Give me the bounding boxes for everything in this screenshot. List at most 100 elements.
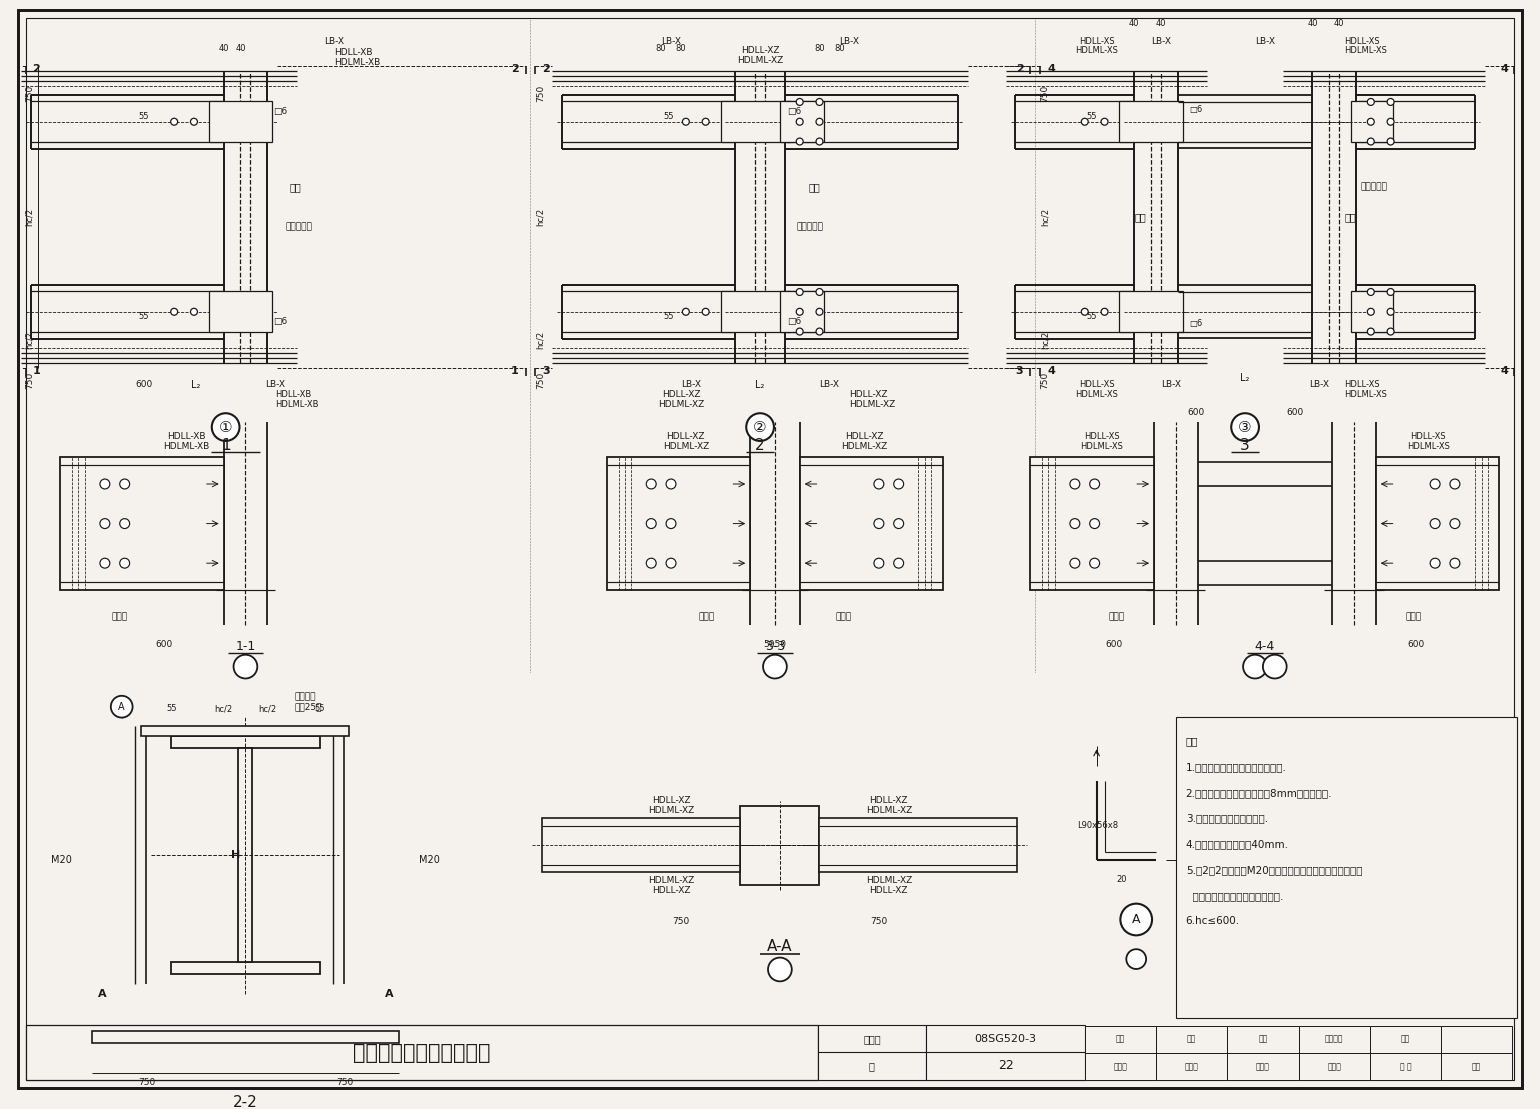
Bar [1084, 1054, 1157, 1080]
Text: HDLL-XZ: HDLL-XZ [651, 796, 690, 805]
Circle shape [1368, 119, 1374, 125]
Bar [1157, 1054, 1227, 1080]
Text: 600: 600 [136, 380, 152, 389]
Bar [818, 1052, 927, 1080]
Circle shape [111, 695, 132, 718]
Bar [1227, 1054, 1298, 1080]
Text: hc/2: hc/2 [536, 330, 545, 349]
Text: 40: 40 [1334, 19, 1344, 28]
Text: 80: 80 [676, 44, 687, 53]
Bar [1369, 1054, 1441, 1080]
Text: HDLML-XZ: HDLML-XZ [648, 805, 695, 815]
Text: HDLML-XZ: HDLML-XZ [648, 876, 695, 885]
Text: 750: 750 [536, 85, 545, 102]
Text: 支座板: 支座板 [111, 612, 128, 622]
Circle shape [873, 519, 884, 529]
Circle shape [796, 288, 804, 295]
Bar [26, 1026, 818, 1080]
Text: ③: ③ [1238, 419, 1252, 435]
Text: 设计: 设计 [1401, 1035, 1411, 1044]
Text: HDLML-XS: HDLML-XS [1075, 47, 1118, 55]
Text: HDLL-XB: HDLL-XB [334, 49, 373, 58]
Text: ②: ② [753, 419, 767, 435]
Text: hc/2: hc/2 [536, 207, 545, 226]
Circle shape [1451, 519, 1460, 529]
Text: 600: 600 [156, 640, 172, 650]
Circle shape [1243, 654, 1267, 679]
Text: LB-X: LB-X [265, 380, 285, 389]
Circle shape [764, 654, 787, 679]
Text: 2: 2 [511, 64, 519, 74]
Circle shape [702, 119, 708, 125]
Circle shape [1263, 654, 1286, 679]
Text: 40: 40 [1129, 19, 1140, 28]
Circle shape [120, 558, 129, 568]
Circle shape [796, 328, 804, 335]
Circle shape [816, 308, 822, 315]
Text: 600: 600 [1187, 408, 1204, 417]
Circle shape [816, 99, 822, 105]
Circle shape [647, 479, 656, 489]
Text: 5050: 5050 [764, 640, 787, 650]
Bar [779, 292, 824, 332]
Text: 2: 2 [32, 64, 40, 74]
Text: 750: 750 [1041, 372, 1050, 388]
Text: 4: 4 [1047, 64, 1055, 74]
Text: 22: 22 [998, 1059, 1013, 1072]
Text: □6: □6 [273, 108, 286, 116]
Bar [1351, 101, 1392, 142]
Text: 1: 1 [32, 366, 40, 376]
Text: A: A [1132, 913, 1141, 926]
Text: HDLL-XS: HDLL-XS [1411, 433, 1446, 441]
Text: 4.未标注孔的端距均为40mm.: 4.未标注孔的端距均为40mm. [1186, 840, 1289, 849]
Text: HDLL-XS: HDLL-XS [1080, 37, 1115, 45]
Text: L₂: L₂ [756, 379, 765, 389]
Circle shape [1368, 139, 1374, 145]
Text: 支座板: 支座板 [1109, 612, 1124, 622]
Text: HDLML-XS: HDLML-XS [1075, 390, 1118, 399]
Text: HDLL-XZ: HDLL-XZ [651, 886, 690, 895]
Text: 3.节点图中未表示轨道连接.: 3.节点图中未表示轨道连接. [1186, 814, 1267, 824]
Text: 见第25页: 见第25页 [296, 702, 322, 711]
Text: 支座板: 支座板 [1406, 612, 1421, 622]
Text: 6.hc≤600.: 6.hc≤600. [1186, 916, 1240, 926]
Text: 3: 3 [1240, 438, 1250, 454]
Text: 40: 40 [1307, 19, 1318, 28]
Circle shape [1388, 139, 1394, 145]
Text: 55: 55 [1086, 112, 1096, 121]
Text: 2: 2 [1015, 64, 1024, 74]
Text: 1-1: 1-1 [236, 640, 256, 653]
Text: LB-X: LB-X [1161, 380, 1181, 389]
Circle shape [171, 119, 177, 125]
Text: LB-X: LB-X [1255, 37, 1275, 45]
Circle shape [1126, 949, 1146, 969]
Circle shape [768, 957, 792, 981]
Text: HDLML-XZ: HDLML-XZ [865, 805, 912, 815]
Text: 校对: 校对 [1258, 1035, 1267, 1044]
Text: HDLML-XZ: HDLML-XZ [841, 442, 887, 451]
Circle shape [1388, 308, 1394, 315]
Text: 3: 3 [542, 366, 550, 376]
Text: 750: 750 [137, 1078, 156, 1087]
Circle shape [682, 119, 690, 125]
Text: 40: 40 [1155, 19, 1166, 28]
Text: 55: 55 [139, 313, 149, 322]
Circle shape [893, 558, 904, 568]
Text: 支座板: 支座板 [836, 612, 852, 622]
Text: hc/2: hc/2 [259, 704, 276, 713]
Text: HDLL-XZ: HDLL-XZ [870, 796, 909, 805]
Text: HDLML-XS: HDLML-XS [1344, 390, 1388, 399]
Text: 高强度螺栓: 高强度螺栓 [796, 222, 822, 231]
Circle shape [1101, 308, 1107, 315]
Text: A-A: A-A [767, 939, 793, 954]
Text: HDLL-XZ: HDLL-XZ [870, 886, 909, 895]
Circle shape [1121, 904, 1152, 935]
Text: 审核: 审核 [1116, 1035, 1126, 1044]
Bar [721, 292, 790, 332]
Circle shape [1081, 308, 1089, 315]
Circle shape [747, 414, 775, 441]
Text: 4-4: 4-4 [1255, 640, 1275, 653]
Text: □6: □6 [1189, 319, 1203, 328]
Text: □6: □6 [273, 317, 286, 326]
Circle shape [1388, 99, 1394, 105]
